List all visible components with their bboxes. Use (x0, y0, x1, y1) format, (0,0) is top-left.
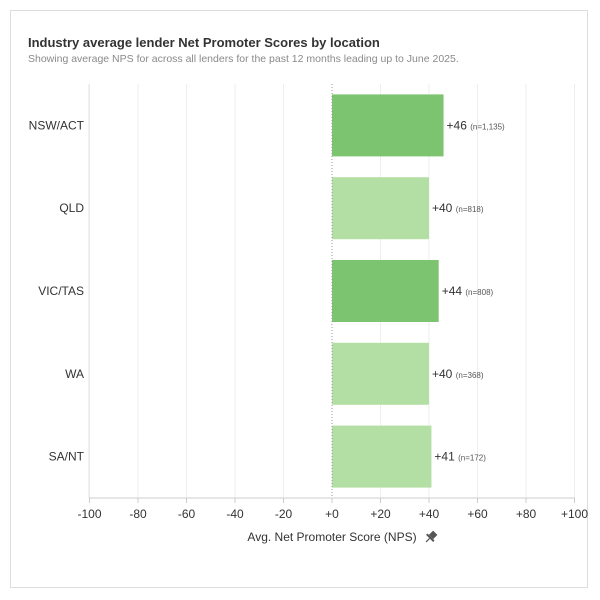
sample-size-label: (n=808) (465, 288, 493, 297)
x-tick-label: -40 (226, 507, 244, 521)
pin-icon[interactable] (423, 529, 439, 545)
chart-title: Industry average lender Net Promoter Sco… (28, 35, 380, 50)
x-tick-label: +100 (561, 507, 588, 521)
data-label: +40 (n=368) (432, 367, 484, 381)
category-label: VIC/TAS (38, 284, 84, 298)
data-label: +40 (n=818) (432, 201, 484, 215)
chart-subtitle: Showing average NPS for across all lende… (28, 53, 459, 65)
x-tick-label: -80 (129, 507, 147, 521)
bar[interactable] (332, 177, 429, 240)
x-tick-label: +0 (325, 507, 339, 521)
x-tick-label: -60 (178, 507, 196, 521)
x-tick-label: +20 (370, 507, 391, 521)
data-label: +44 (n=808) (442, 284, 494, 298)
x-axis-title: Avg. Net Promoter Score (NPS) (247, 530, 416, 544)
data-label: +41 (n=172) (434, 450, 486, 464)
data-label: +46 (n=1,135) (447, 118, 506, 132)
bar[interactable] (332, 260, 439, 322)
bar[interactable] (332, 425, 432, 488)
x-tick-label: -20 (275, 507, 293, 521)
category-label: WA (65, 367, 84, 381)
sample-size-label: (n=1,135) (470, 122, 505, 131)
sample-size-label: (n=172) (458, 454, 486, 463)
sample-size-label: (n=368) (456, 371, 484, 380)
x-tick-label: -100 (77, 507, 101, 521)
chart-frame (10, 10, 588, 588)
category-label: QLD (59, 201, 84, 215)
sample-size-label: (n=818) (456, 205, 484, 214)
x-tick-label: +60 (467, 507, 488, 521)
category-label: NSW/ACT (29, 118, 85, 132)
category-label: SA/NT (49, 450, 85, 464)
x-tick-label: +80 (516, 507, 537, 521)
bar[interactable] (332, 342, 429, 405)
x-tick-label: +40 (419, 507, 440, 521)
bar[interactable] (332, 94, 444, 157)
